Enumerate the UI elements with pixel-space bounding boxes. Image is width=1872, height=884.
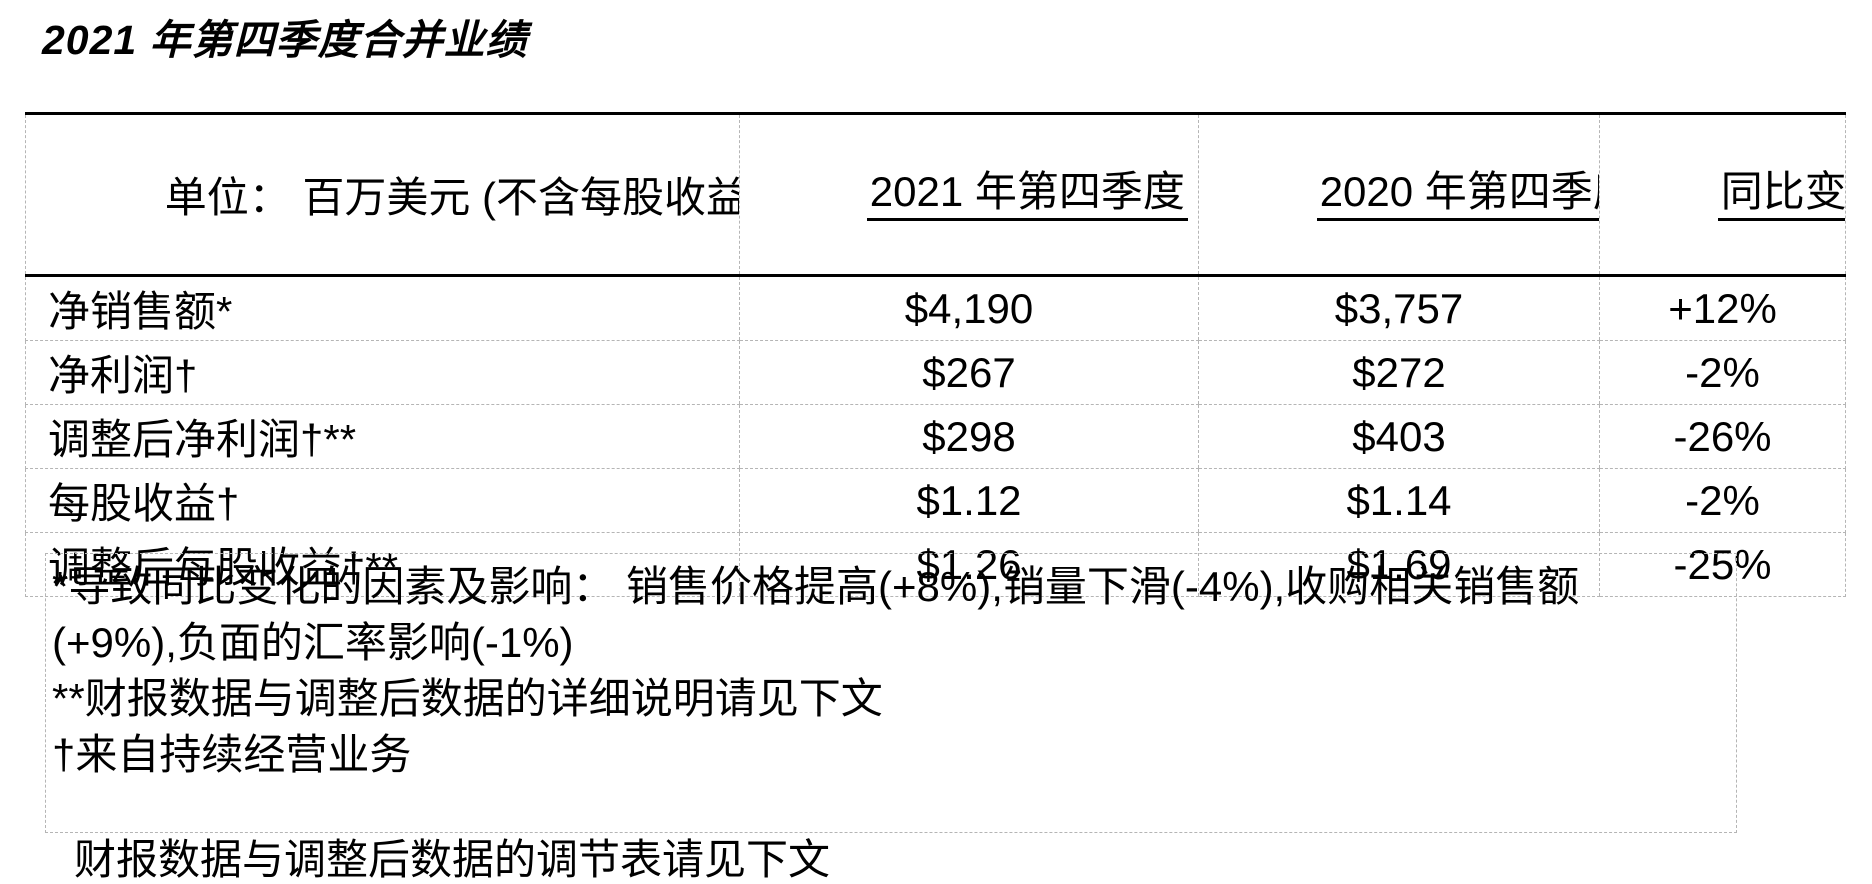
cell-adjusted-net-income-change: -26% — [1599, 404, 1846, 469]
table-row-net-sales: 净销售额* $4,190 $3,757 +12% — [25, 275, 1846, 341]
cell-adjusted-net-income-2021: $298 — [739, 404, 1199, 469]
cell-eps-2021: $1.12 — [739, 468, 1199, 533]
row-label-adjusted-net-income: 调整后净利润†** — [25, 404, 740, 469]
footnote-continuing-operations: †来自持续经营业务 — [52, 731, 412, 778]
clipped-partial-text-line: 财报数据与调整后数据的调节表请见下文 — [74, 836, 831, 883]
table-header-row: 单位： 百万美元 (不含每股收益) 2021 年第四季度 2020 年第四季度 … — [25, 112, 1846, 277]
cell-net-sales-change: +12% — [1599, 275, 1846, 341]
financial-results-table: 单位： 百万美元 (不含每股收益) 2021 年第四季度 2020 年第四季度 … — [25, 112, 1846, 597]
cell-adjusted-eps-2020: $1.69 — [1198, 532, 1600, 597]
cell-adjusted-net-income-2020: $403 — [1198, 404, 1600, 469]
table-row-net-income: 净利润† $267 $272 -2% — [25, 340, 1846, 405]
cell-eps-2020: $1.14 — [1198, 468, 1600, 533]
column-header-units: 单位： 百万美元 (不含每股收益) — [25, 112, 740, 277]
column-header-q4-2020: 2020 年第四季度 — [1198, 112, 1600, 277]
footnotes-box: *导致同比变化的因素及影响： 销售价格提高(+8%),销量下滑(-4%),收购相… — [45, 553, 1737, 833]
table-row-adjusted-net-income: 调整后净利润†** $298 $403 -26% — [25, 404, 1846, 469]
cell-net-income-2020: $272 — [1198, 340, 1600, 405]
column-header-q4-2020-label: 2020 年第四季度 — [1316, 169, 1600, 221]
footnote-sales-drivers-continued: (+9%),负面的汇率影响(-1%) — [52, 619, 574, 666]
cell-net-sales-2020: $3,757 — [1198, 275, 1600, 341]
page-title: 2021 年第四季度合并业绩 — [42, 17, 528, 63]
cell-adjusted-eps-change: -25% — [1599, 532, 1846, 597]
column-header-q4-2021: 2021 年第四季度 — [739, 112, 1199, 277]
column-header-units-label: 单位： 百万美元 (不含每股收益) — [164, 174, 740, 221]
footnote-adjusted-reconciliation: **财报数据与调整后数据的详细说明请见下文 — [52, 675, 883, 722]
cell-adjusted-eps-2021: $1.26 — [739, 532, 1199, 597]
column-header-yoy-change: 同比变化 — [1599, 112, 1846, 277]
column-header-q4-2021-label: 2021 年第四季度 — [866, 169, 1188, 221]
row-label-net-sales: 净销售额* — [25, 275, 740, 341]
row-label-adjusted-eps: 调整后每股收益†** — [25, 532, 740, 597]
row-label-net-income: 净利润† — [25, 340, 740, 405]
cell-net-income-change: -2% — [1599, 340, 1846, 405]
table-row-adjusted-eps: 调整后每股收益†** $1.26 $1.69 -25% — [25, 532, 1846, 597]
column-header-yoy-change-label: 同比变化 — [1717, 169, 1845, 221]
cell-net-income-2021: $267 — [739, 340, 1199, 405]
table-row-eps: 每股收益† $1.12 $1.14 -2% — [25, 468, 1846, 533]
footnote-sales-drivers: *导致同比变化的因素及影响： 销售价格提高(+8%),销量下滑(-4%),收购相… — [52, 563, 1580, 610]
cell-eps-change: -2% — [1599, 468, 1846, 533]
row-label-eps: 每股收益† — [25, 468, 740, 533]
document-page: 2021 年第四季度合并业绩 单位： 百万美元 (不含每股收益) 2021 年第… — [25, 17, 1846, 883]
cell-net-sales-2021: $4,190 — [739, 275, 1199, 341]
